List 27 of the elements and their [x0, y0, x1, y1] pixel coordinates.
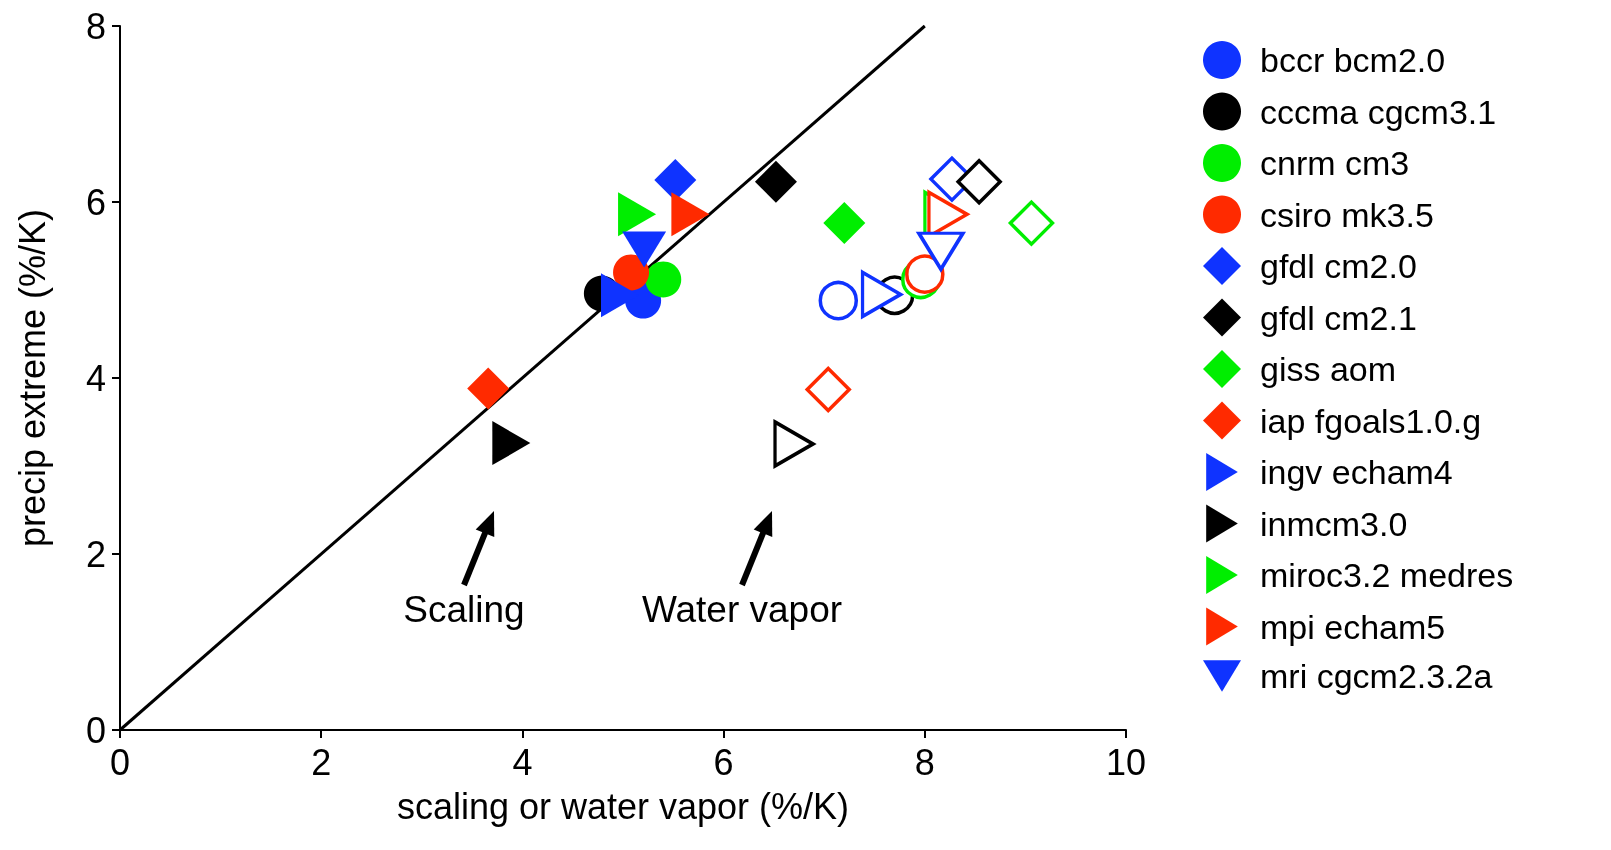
- x-tick-label: 4: [512, 741, 533, 783]
- legend-label: gfdl cm2.0: [1260, 247, 1417, 285]
- legend-label: ingv echam4: [1260, 453, 1453, 491]
- annotation: Water vapor: [641, 589, 843, 631]
- legend-label: cnrm cm3: [1260, 144, 1410, 182]
- legend-label: csiro mk3.5: [1260, 195, 1434, 234]
- x-tick-label: 8: [914, 741, 935, 783]
- annotation: Scaling: [403, 589, 525, 631]
- y-tick-label: 4: [85, 357, 106, 399]
- legend-label: inmcm3.0: [1260, 504, 1408, 543]
- legend-label: mpi echam5: [1260, 607, 1446, 646]
- legend-label: cccma cgcm3.1: [1260, 92, 1497, 131]
- legend-label: miroc3.2 medres: [1260, 556, 1514, 594]
- x-tick-label: 10: [1105, 741, 1147, 783]
- y-tick-label: 0: [85, 709, 106, 751]
- x-tick-label: 2: [311, 741, 332, 783]
- legend-label: iap fgoals1.0.g: [1260, 401, 1482, 440]
- y-tick-label: 6: [85, 181, 106, 223]
- y-tick-label: 2: [85, 533, 106, 575]
- legend-label: bccr bcm2.0: [1260, 41, 1446, 79]
- y-tick-label: 8: [85, 5, 106, 47]
- x-axis-title: scaling or water vapor (%/K): [396, 785, 850, 827]
- legend-label: mri cgcm2.3.2a: [1260, 657, 1493, 695]
- y-axis-title: precip extreme (%/K): [11, 208, 53, 548]
- legend-label: gfdl cm2.1: [1260, 298, 1417, 337]
- legend-label: giss aom: [1260, 350, 1397, 388]
- x-tick-label: 6: [713, 741, 734, 783]
